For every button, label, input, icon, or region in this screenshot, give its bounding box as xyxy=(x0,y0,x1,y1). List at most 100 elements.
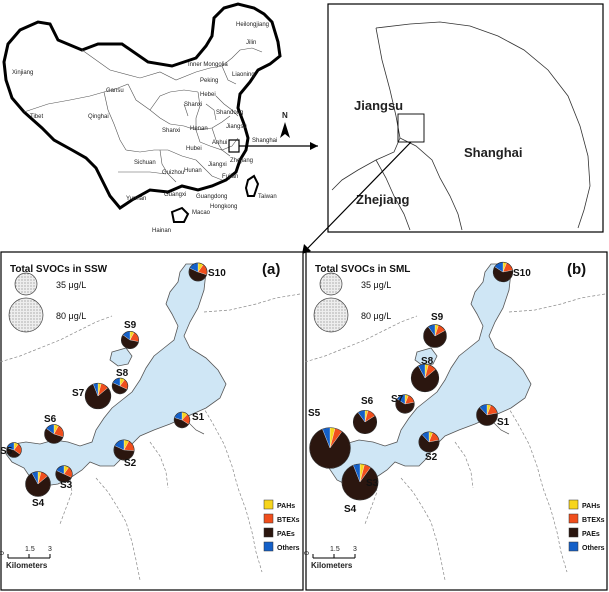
site-label: S9 xyxy=(431,312,444,323)
site-s6: S6 xyxy=(44,414,64,444)
pie-outline xyxy=(111,377,129,395)
site-s1: S1 xyxy=(476,404,510,428)
size-legend-circle-small xyxy=(319,272,343,296)
legend-label: PAHs xyxy=(582,503,600,510)
province-label: Taiwan xyxy=(258,194,277,200)
site-s8: S8 xyxy=(410,356,440,393)
province-label: Guangxi xyxy=(164,192,186,198)
site-s9: S9 xyxy=(423,312,447,348)
pie-outline xyxy=(120,330,140,350)
pie-outline xyxy=(492,261,514,283)
size-legend-label: 80 μg/L xyxy=(56,311,86,321)
province-borders xyxy=(23,47,263,183)
pie-sites: S1 S2 S3 S4 S5 S6 S7 S8 S9 S10 xyxy=(308,261,531,515)
scale-bar: 0 1.5 3 Kilometers xyxy=(304,546,357,570)
province-label: Macao xyxy=(192,210,211,216)
road-line xyxy=(508,293,606,313)
province-label: Anhui xyxy=(212,140,227,146)
pie-outline xyxy=(44,424,64,444)
road-line xyxy=(95,477,141,581)
site-s2: S2 xyxy=(113,439,137,469)
scale-label: Kilometers xyxy=(6,561,48,570)
site-s10: S10 xyxy=(492,261,531,283)
scale-tick: 3 xyxy=(48,546,52,553)
site-label: S4 xyxy=(344,504,357,515)
hainan-outline xyxy=(170,206,190,223)
taiwan-outline xyxy=(244,174,260,197)
scale-tick: 0 xyxy=(0,551,6,555)
pie-outline xyxy=(188,262,208,282)
province-label: Xinjiang xyxy=(12,70,33,76)
coastline xyxy=(375,21,591,229)
province-label: Sichuan xyxy=(134,160,156,166)
site-label: S6 xyxy=(361,396,374,407)
pie-outline xyxy=(84,382,112,410)
province-label: Guizhou xyxy=(162,170,184,176)
pie-sites: S1 S2 S3 S4 S5 S6 S7 S8 S9 S10 xyxy=(0,262,226,509)
site-label: S6 xyxy=(44,414,57,425)
site-label: S8 xyxy=(421,356,434,367)
size-legend: 35 μg/L 80 μg/L xyxy=(313,272,391,333)
north-arrow-icon xyxy=(280,122,290,138)
province-label: Shanxi xyxy=(162,128,180,134)
site-s9: S9 xyxy=(120,320,140,350)
size-legend-label: 80 μg/L xyxy=(361,311,391,321)
site-s1: S1 xyxy=(173,411,205,429)
road-line xyxy=(203,293,301,313)
pie-outline xyxy=(418,431,440,453)
legend-swatch xyxy=(568,527,579,538)
site-label: S3 xyxy=(60,480,73,491)
province-labels: Heilongjiang Jilin Inner Mongolia Liaoni… xyxy=(12,22,277,234)
province-label: Hongkong xyxy=(210,204,237,210)
scale-tick: 1.5 xyxy=(330,546,340,553)
site-label: S7 xyxy=(391,394,404,405)
site-s3: S3 xyxy=(55,465,73,491)
road-line xyxy=(400,477,446,581)
inset-frame xyxy=(327,3,604,233)
site-label: S2 xyxy=(124,458,137,469)
province-label: Shandong xyxy=(216,110,243,116)
size-legend-circle-large xyxy=(313,297,349,333)
category-legend: PAHs BTEXs PAEs Others xyxy=(263,499,300,552)
site-s2: S2 xyxy=(418,431,440,463)
province-label: Shanghai xyxy=(252,138,277,144)
scale-label: Kilometers xyxy=(311,561,353,570)
site-label: S4 xyxy=(32,498,45,509)
pie-outline xyxy=(410,363,440,393)
province-label: Fujian xyxy=(222,174,238,180)
legend-label: Others xyxy=(277,545,300,552)
legend-label: PAEs xyxy=(582,531,600,538)
scale-tick: 3 xyxy=(353,546,357,553)
legend-swatch xyxy=(568,541,579,552)
province-label: Heilongjiang xyxy=(236,22,269,28)
size-legend: 35 μg/L 80 μg/L xyxy=(8,272,86,333)
site-label: S9 xyxy=(124,320,137,331)
site-s4: S4 xyxy=(25,471,51,509)
province-label: Hainan xyxy=(152,228,171,234)
pie-outline xyxy=(476,404,498,426)
panel-a: Total SVOCs in SSW (a) 35 μg/L 80 μg/L P… xyxy=(0,251,304,591)
site-label: S2 xyxy=(425,452,438,463)
province-label: Guangdong xyxy=(196,194,227,200)
site-label: S1 xyxy=(497,417,510,428)
road-line xyxy=(59,477,73,525)
legend-label: PAEs xyxy=(277,531,295,538)
dam-line xyxy=(490,419,510,435)
lake-map xyxy=(0,263,301,581)
pie-outline xyxy=(395,394,415,414)
site-s3: S3 xyxy=(341,463,379,501)
legend-swatch xyxy=(568,513,579,524)
province-label: Tibet xyxy=(30,114,43,120)
site-label: S3 xyxy=(366,478,379,489)
scale-tick: 1.5 xyxy=(25,546,35,553)
site-label: S7 xyxy=(72,388,85,399)
connector-arrow-top xyxy=(239,142,318,150)
pie-outline xyxy=(173,411,191,429)
china-outline xyxy=(2,2,282,210)
size-legend-label: 35 μg/L xyxy=(361,280,391,290)
province-label: Hubei xyxy=(186,146,202,152)
panel-tag: (a) xyxy=(262,261,280,278)
panel-title: Total SVOCs in SML xyxy=(315,264,410,275)
province-border xyxy=(399,137,463,231)
inset-label: Jiangsu xyxy=(354,98,403,113)
